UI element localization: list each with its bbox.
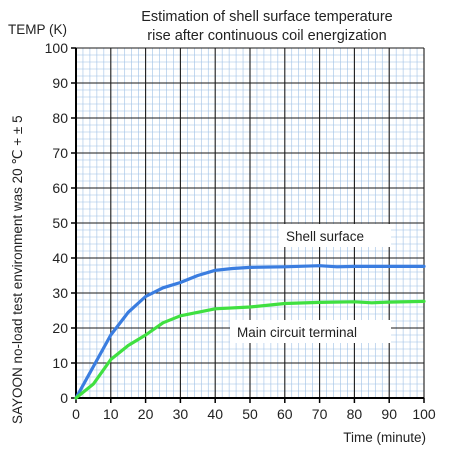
test-environment-note: SAYOON no-load test environment was 20 ℃… <box>10 115 25 424</box>
series-line-main-circuit-terminal <box>74 299 426 400</box>
x-tick-label: 100 <box>412 406 436 422</box>
series-label-main-circuit-terminal: Main circuit terminal <box>237 325 357 340</box>
x-tick-label: 0 <box>72 406 80 422</box>
axes <box>71 47 425 403</box>
x-tick-label: 40 <box>207 406 223 422</box>
x-tick-label: 80 <box>347 406 363 422</box>
x-tick-label: 10 <box>103 406 119 422</box>
y-axis-label: TEMP (K) <box>8 22 67 37</box>
y-tick-label: 30 <box>52 285 68 301</box>
y-tick-label: 50 <box>52 215 68 231</box>
tick-labels: 0 10 20 30 40 50 60 70 80 90 100 0 10 20 30 40 50 60 70 80 9… <box>45 40 436 422</box>
series-layer <box>74 264 426 400</box>
x-tick-label: 20 <box>138 406 154 422</box>
x-axis-label: Time (minute) <box>343 430 426 445</box>
x-tick-label: 60 <box>277 406 293 422</box>
y-tick-label: 100 <box>45 40 69 56</box>
y-tick-label: 20 <box>52 320 68 336</box>
y-tick-label: 90 <box>52 75 68 91</box>
y-tick-label: 40 <box>52 250 68 266</box>
shell-surface-label-box <box>279 224 391 247</box>
x-tick-label: 90 <box>381 406 397 422</box>
main-circuit-terminal-label-box <box>230 320 391 343</box>
chart-title-line-1: Estimation of shell surface temperature <box>141 9 392 25</box>
x-tick-label: 70 <box>312 406 328 422</box>
series-label-boxes <box>230 224 391 343</box>
y-tick-label: 60 <box>52 180 68 196</box>
chart-title-line-2: rise after continuous coil energization <box>147 28 386 44</box>
y-tick-label: 80 <box>52 110 68 126</box>
y-tick-label: 70 <box>52 145 68 161</box>
y-tick-label: 10 <box>52 355 68 371</box>
x-tick-label: 30 <box>173 406 189 422</box>
y-tick-label: 0 <box>60 390 68 406</box>
series-line-shell-surface <box>74 264 426 400</box>
x-tick-label: 50 <box>242 406 258 422</box>
series-label-shell-surface: Shell surface <box>286 229 364 244</box>
